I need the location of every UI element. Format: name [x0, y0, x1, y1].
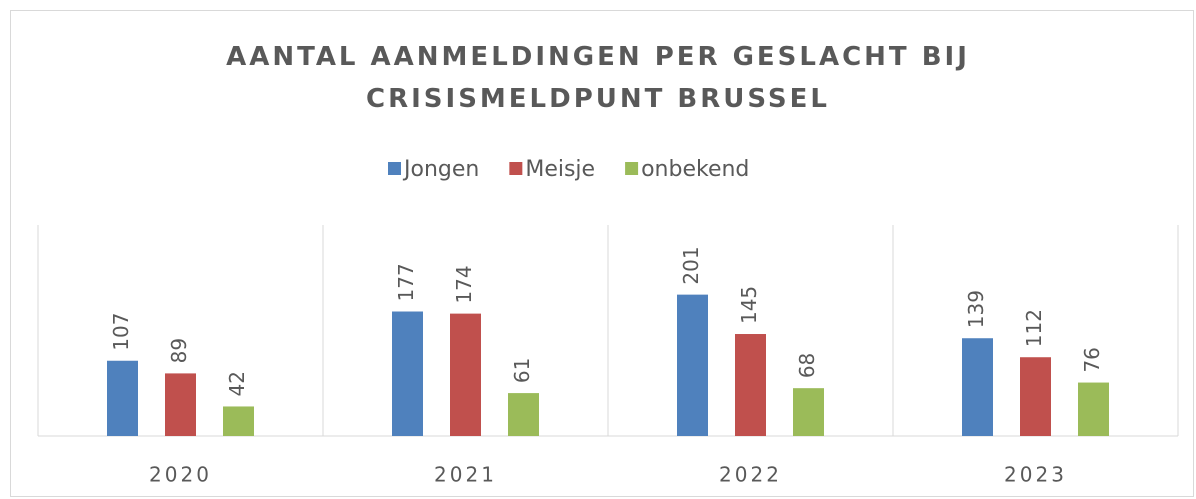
legend-swatch	[625, 162, 639, 175]
bar	[508, 393, 539, 436]
data-label: 174	[452, 265, 476, 303]
legend-label: onbekend	[641, 157, 749, 182]
legend-swatch	[509, 162, 523, 175]
chart-frame	[10, 10, 1194, 497]
data-label: 107	[109, 313, 133, 351]
x-tick-label: 2020	[149, 463, 212, 487]
bar	[1078, 382, 1109, 436]
data-label: 61	[510, 358, 534, 383]
x-tick-label: 2022	[719, 463, 782, 487]
data-label: 145	[737, 286, 761, 324]
x-tick-label: 2021	[434, 463, 497, 487]
bar	[223, 406, 254, 436]
data-label: 177	[394, 263, 418, 301]
bar	[392, 311, 423, 436]
data-label: 42	[225, 371, 249, 396]
bar	[165, 373, 196, 436]
legend-swatch	[388, 162, 401, 175]
data-label: 68	[795, 353, 819, 378]
chart-title: AANTAL AANMELDINGEN PER GESLACHT BIJ CRI…	[226, 42, 970, 114]
bar	[677, 294, 708, 436]
data-label: 201	[679, 246, 703, 284]
bar	[735, 334, 766, 436]
data-label: 89	[167, 338, 191, 363]
bar	[1020, 357, 1051, 436]
data-label: 139	[964, 290, 988, 328]
data-label: 112	[1022, 309, 1046, 347]
data-label: 76	[1080, 347, 1104, 372]
legend-label: Meisje	[525, 157, 595, 182]
bar	[450, 313, 481, 436]
bar	[962, 338, 993, 436]
legend-label: Jongen	[402, 157, 479, 182]
bar	[793, 388, 824, 436]
bar	[107, 360, 138, 436]
x-tick-label: 2023	[1004, 463, 1067, 487]
